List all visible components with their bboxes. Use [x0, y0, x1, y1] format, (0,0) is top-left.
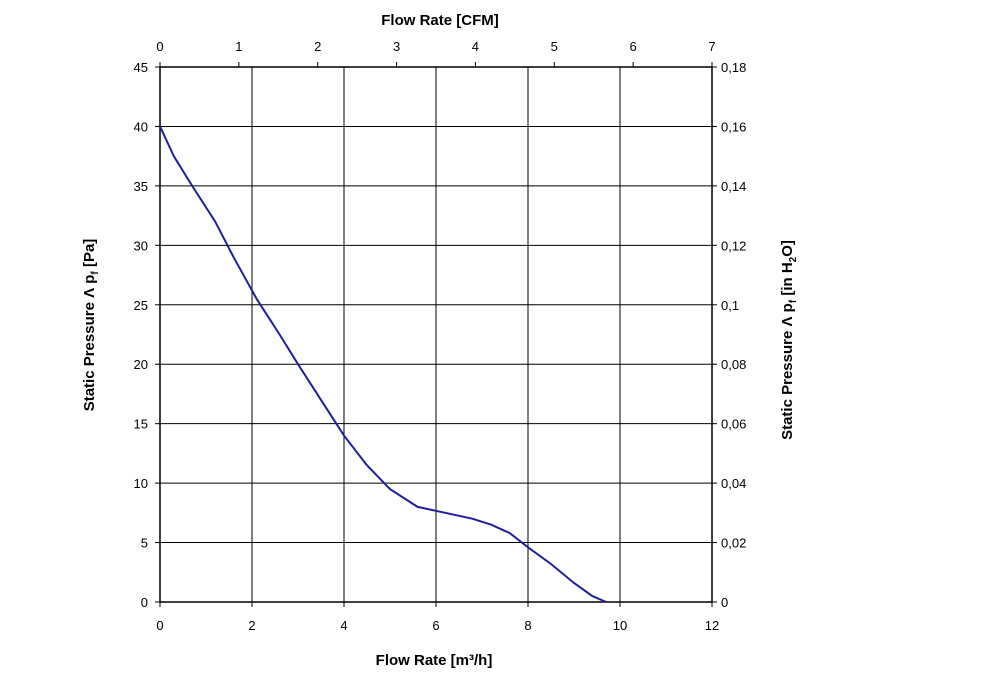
y-left-tick-label: 45 [134, 60, 148, 75]
series-line [159, 125, 607, 603]
y-right-tick-label: 0,04 [721, 476, 746, 491]
x-bottom-tick-label: 0 [156, 618, 163, 633]
x-top-tick-label: 1 [235, 39, 242, 54]
y-left-tick-label: 0 [141, 595, 148, 610]
grid [160, 67, 712, 602]
y-right-axis-title: Static Pressure Λ pf [in H2O] [779, 240, 799, 440]
y-left-tick-label: 20 [134, 357, 148, 372]
y-right-tick-label: 0,08 [721, 357, 746, 372]
y-left-tick-label: 40 [134, 119, 148, 134]
y-right-ticks: 0 0,02 0,04 0,06 0,08 0,1 0,12 0,14 0,16 0,18 [712, 60, 746, 610]
x-top-tick-label: 5 [551, 39, 558, 54]
y-right-tick-label: 0,12 [721, 238, 746, 253]
x-top-tick-label: 4 [472, 39, 479, 54]
y-right-tick-label: 0,14 [721, 179, 746, 194]
y-left-tick-label: 35 [134, 179, 148, 194]
y-left-ticks: 0 5 10 15 20 25 30 35 40 45 [134, 60, 160, 610]
x-top-tick-label: 6 [630, 39, 637, 54]
y-left-tick-label: 10 [134, 476, 148, 491]
x-top-axis-title: Flow Rate [CFM] [381, 12, 499, 29]
y-right-tick-label: 0,02 [721, 536, 746, 551]
x-bottom-axis-title: Flow Rate [m³/h] [376, 652, 493, 669]
y-left-tick-label: 5 [141, 536, 148, 551]
y-right-tick-label: 0,1 [721, 298, 739, 313]
y-right-tick-label: 0 [721, 595, 728, 610]
y-right-tick-label: 0,18 [721, 60, 746, 75]
x-bottom-ticks: 0 2 4 6 8 10 12 [156, 602, 719, 633]
y-right-tick-label: 0,16 [721, 119, 746, 134]
y-left-axis-title: Static Pressure Λ pf [Pa] [81, 239, 101, 412]
x-bottom-tick-label: 4 [340, 618, 347, 633]
y-left-tick-label: 15 [134, 417, 148, 432]
x-top-tick-label: 3 [393, 39, 400, 54]
y-right-tick-label: 0,06 [721, 417, 746, 432]
y-left-tick-label: 25 [134, 298, 148, 313]
x-top-tick-label: 0 [156, 39, 163, 54]
x-bottom-tick-label: 8 [524, 618, 531, 633]
x-bottom-tick-label: 6 [432, 618, 439, 633]
x-bottom-tick-label: 2 [248, 618, 255, 633]
y-left-tick-label: 30 [134, 238, 148, 253]
x-bottom-tick-label: 10 [613, 618, 627, 633]
x-top-ticks: 0 1 2 3 4 5 6 7 [156, 39, 716, 67]
x-top-tick-label: 7 [708, 39, 715, 54]
x-top-tick-label: 2 [314, 39, 321, 54]
x-bottom-tick-label: 12 [705, 618, 719, 633]
